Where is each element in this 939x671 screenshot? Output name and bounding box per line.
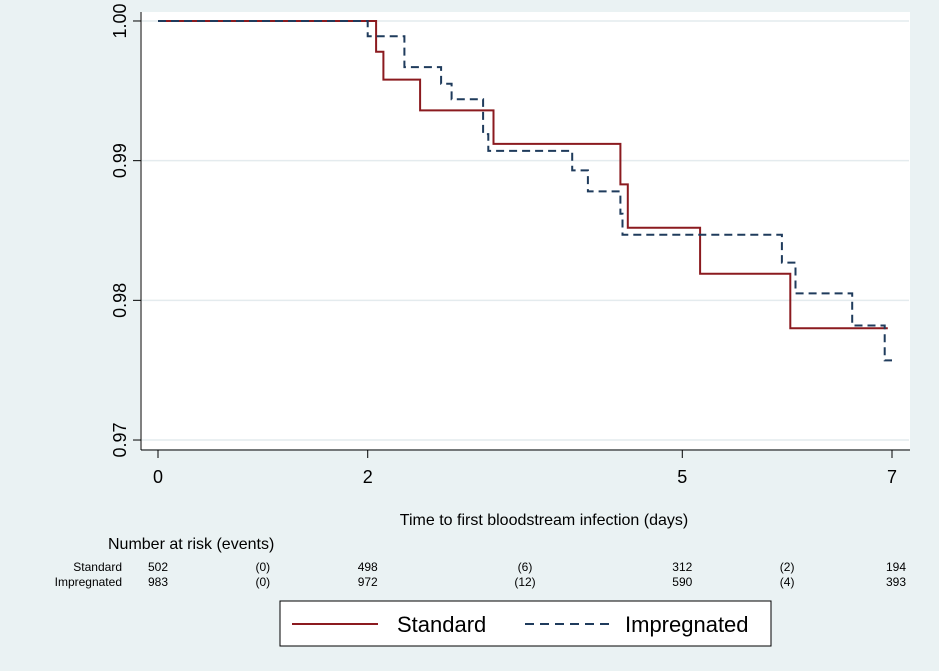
risk-cell: 972 [358, 575, 378, 589]
legend-label-impregnated: Impregnated [625, 612, 749, 637]
x-axis-title: Time to first bloodstream infection (day… [400, 512, 688, 529]
risk-table-title: Number at risk (events) [108, 536, 274, 553]
risk-cell: 393 [886, 575, 906, 589]
x-tick-label: 2 [363, 467, 373, 487]
risk-cell: 498 [358, 560, 378, 574]
y-tick-label: 0.97 [110, 422, 130, 457]
x-tick-label: 5 [677, 467, 687, 487]
x-tick-label: 0 [153, 467, 163, 487]
risk-cell: 502 [148, 560, 168, 574]
series-lines [158, 20, 892, 362]
legend: Standard Impregnated [292, 612, 749, 637]
x-tick-label: 7 [887, 467, 897, 487]
risk-row-label: Standard [73, 560, 122, 574]
risk-cell: 194 [886, 560, 906, 574]
risk-row-label: Impregnated [55, 575, 122, 589]
risk-table: Standard 502 (0) 498 (6) 312 (2) 194 Impregnated… [55, 560, 907, 589]
plot-area [140, 12, 910, 449]
risk-cell: (0) [256, 575, 271, 589]
risk-cell: 983 [148, 575, 168, 589]
series-line-standard [158, 20, 888, 330]
risk-cell: 590 [672, 575, 692, 589]
risk-cell: (0) [256, 560, 271, 574]
y-tick-label: 0.99 [110, 143, 130, 178]
y-tick-labels: 0.97 0.98 0.99 1.00 [110, 3, 130, 457]
x-tick-labels: 0 2 5 7 [153, 467, 897, 487]
axes [133, 12, 910, 458]
risk-cell: (6) [518, 560, 533, 574]
risk-cell: (12) [514, 575, 535, 589]
risk-cell: 312 [672, 560, 692, 574]
y-tick-label: 0.98 [110, 283, 130, 318]
legend-label-standard: Standard [397, 612, 486, 637]
risk-cell: (4) [780, 575, 795, 589]
y-tick-label: 1.00 [110, 3, 130, 38]
risk-cell: (2) [780, 560, 795, 574]
